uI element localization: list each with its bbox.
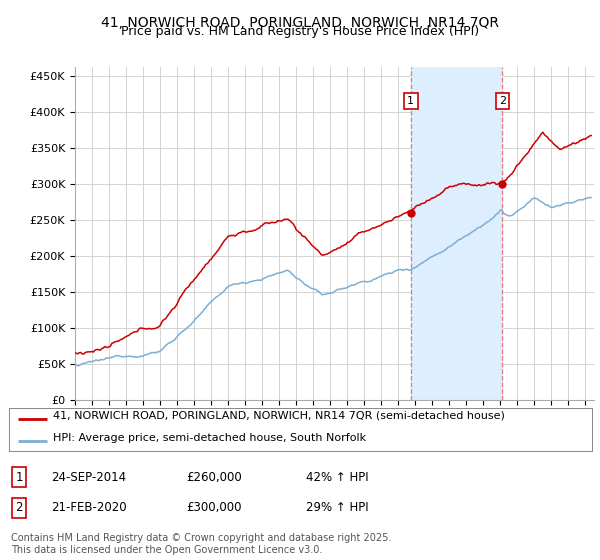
Text: 41, NORWICH ROAD, PORINGLAND, NORWICH, NR14 7QR (semi-detached house): 41, NORWICH ROAD, PORINGLAND, NORWICH, N… — [53, 410, 505, 420]
Text: 42% ↑ HPI: 42% ↑ HPI — [306, 470, 368, 484]
Text: 21-FEB-2020: 21-FEB-2020 — [51, 501, 127, 515]
Text: 1: 1 — [16, 470, 23, 484]
Bar — [411, 67, 502, 400]
Text: 2: 2 — [16, 501, 23, 515]
Text: Price paid vs. HM Land Registry's House Price Index (HPI): Price paid vs. HM Land Registry's House … — [121, 25, 479, 38]
Text: 24-SEP-2014: 24-SEP-2014 — [51, 470, 126, 484]
Text: HPI: Average price, semi-detached house, South Norfolk: HPI: Average price, semi-detached house,… — [53, 433, 366, 443]
Text: £300,000: £300,000 — [186, 501, 241, 515]
Text: Contains HM Land Registry data © Crown copyright and database right 2025.
This d: Contains HM Land Registry data © Crown c… — [11, 533, 391, 555]
Text: £260,000: £260,000 — [186, 470, 242, 484]
Text: 29% ↑ HPI: 29% ↑ HPI — [306, 501, 368, 515]
Text: 2: 2 — [499, 96, 506, 106]
Text: 41, NORWICH ROAD, PORINGLAND, NORWICH, NR14 7QR: 41, NORWICH ROAD, PORINGLAND, NORWICH, N… — [101, 16, 499, 30]
Text: 1: 1 — [407, 96, 414, 106]
